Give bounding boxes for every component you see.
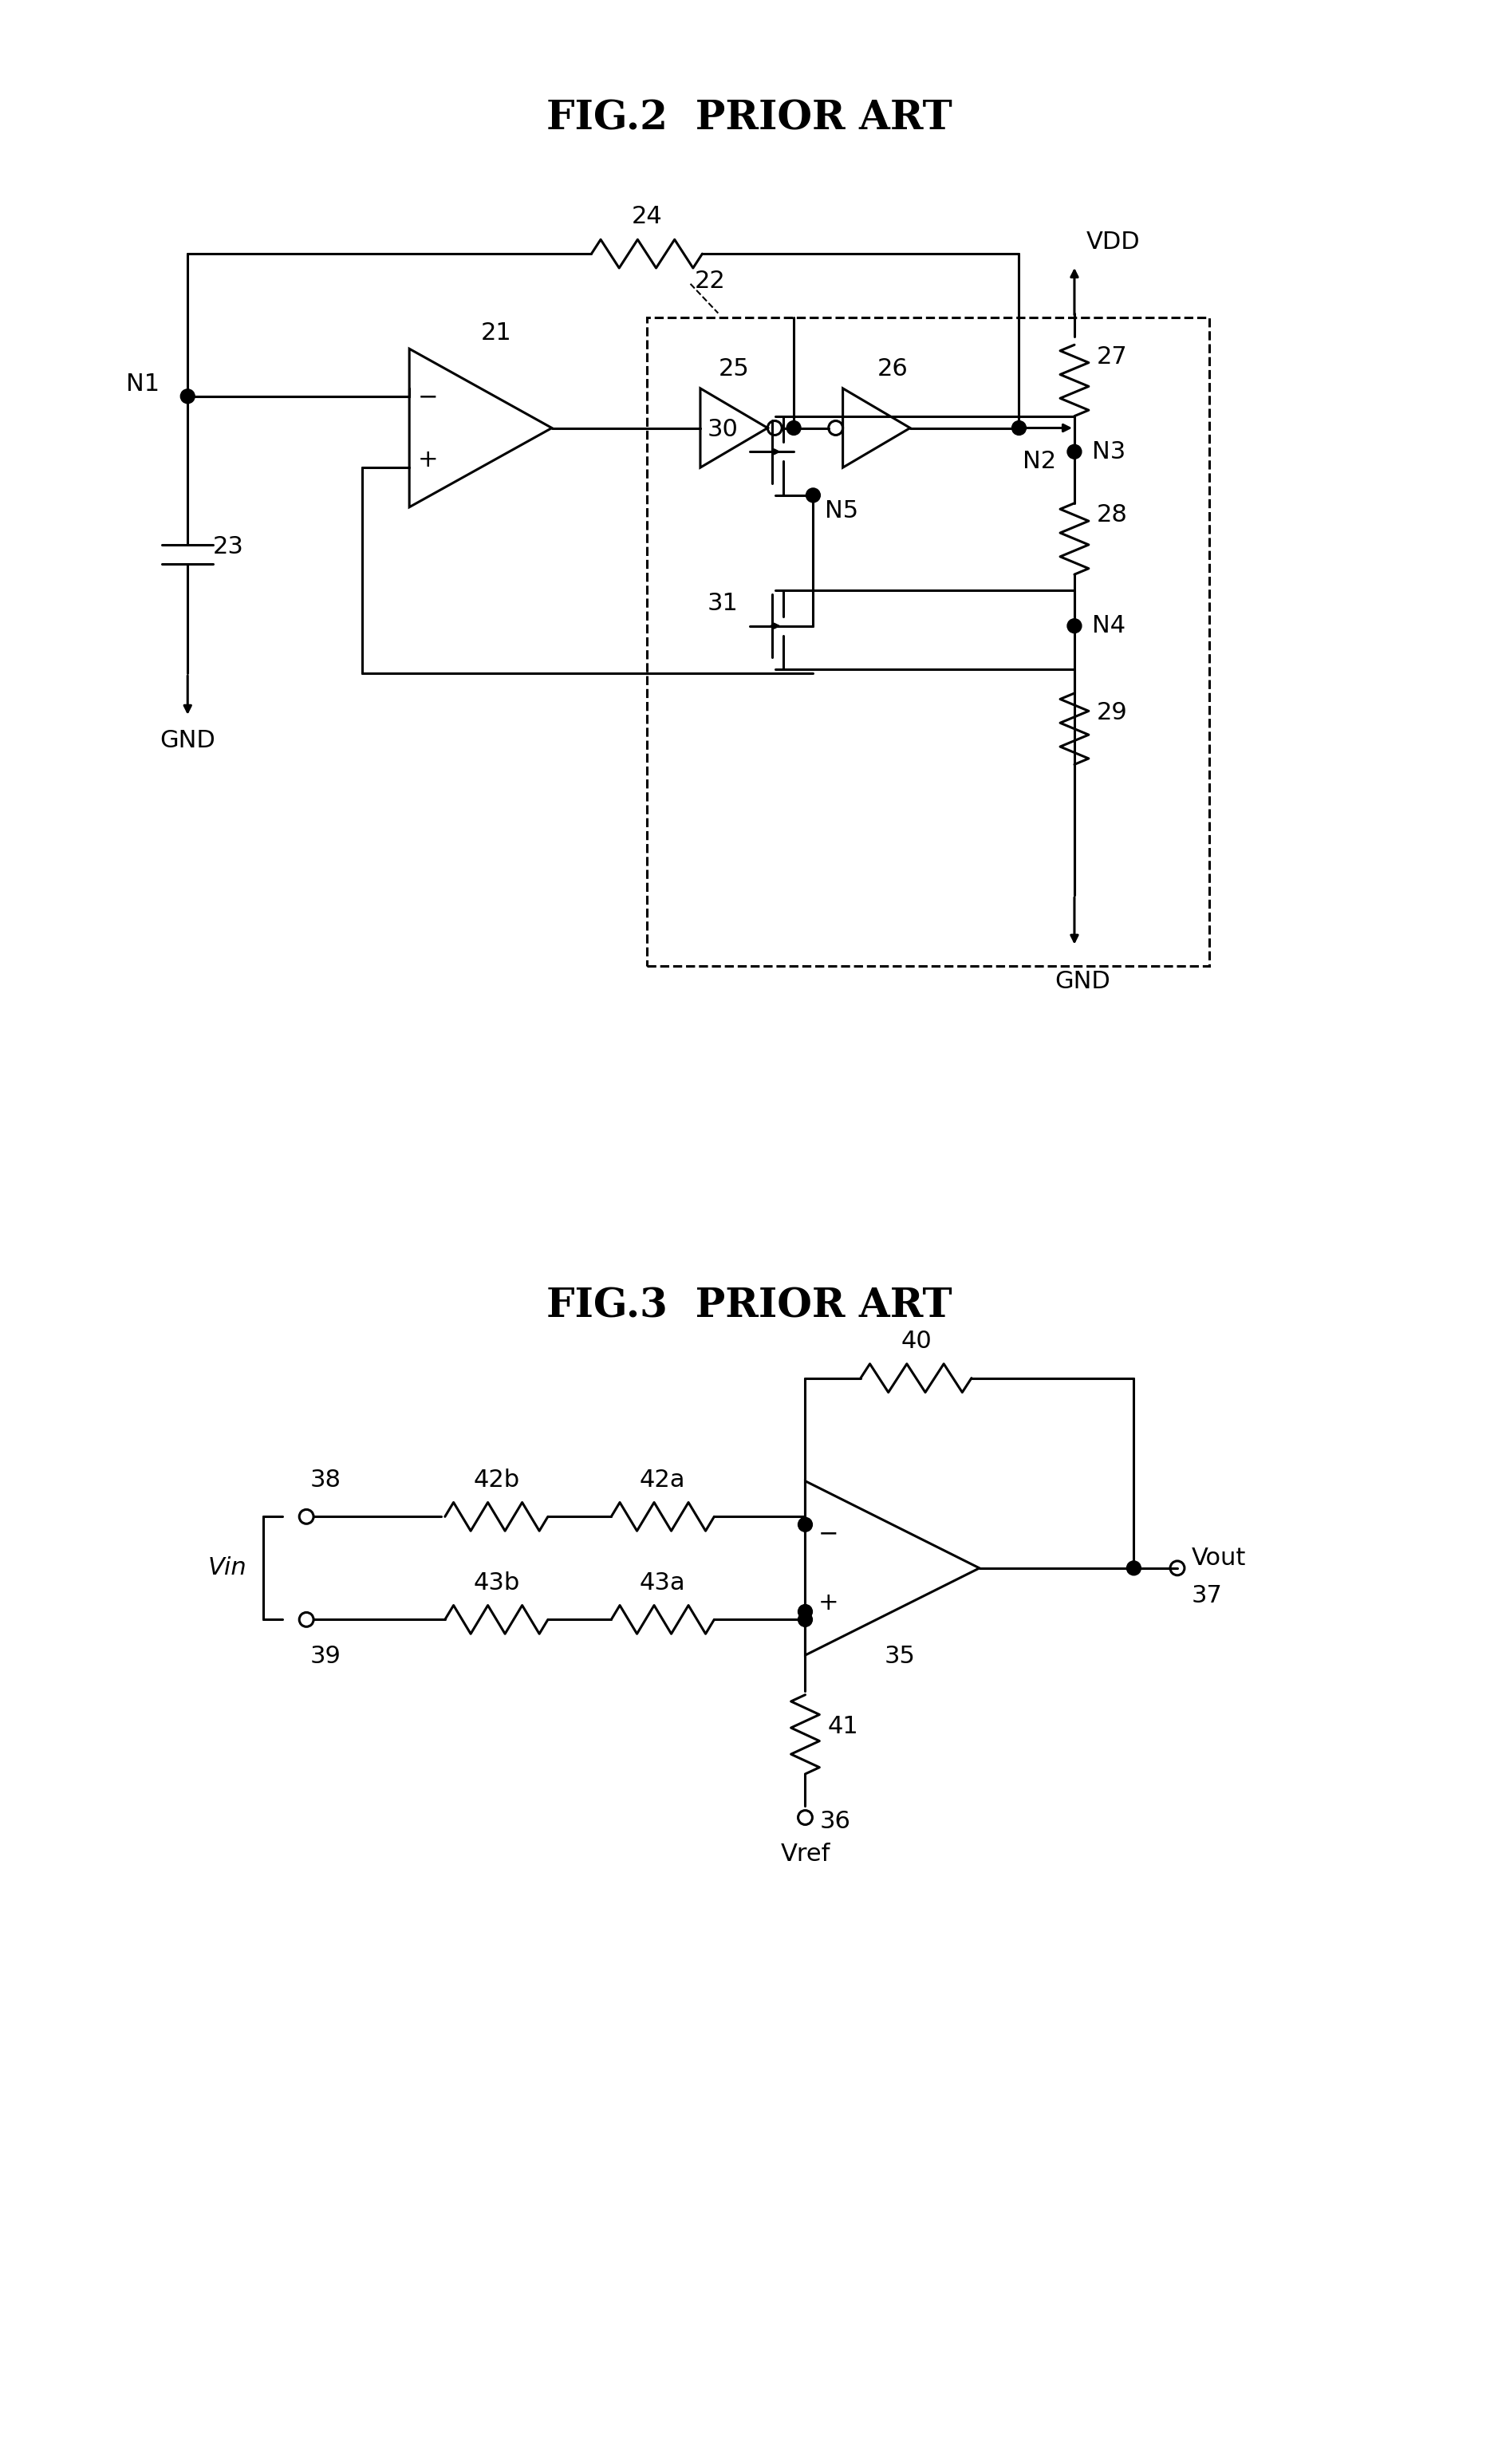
Circle shape: [1067, 444, 1082, 458]
Text: $+$: $+$: [818, 1592, 837, 1614]
Bar: [647, 318, 1209, 966]
Text: 37: 37: [1191, 1584, 1222, 1607]
Text: $+$: $+$: [416, 448, 436, 471]
Text: 30: 30: [707, 419, 739, 441]
Text: N5: N5: [825, 500, 858, 522]
Text: FIG.2  PRIOR ART: FIG.2 PRIOR ART: [547, 99, 951, 138]
Text: 27: 27: [1097, 345, 1128, 367]
Text: 35: 35: [884, 1646, 915, 1668]
Circle shape: [798, 1604, 812, 1619]
Text: $-$: $-$: [818, 1523, 837, 1545]
Text: 31: 31: [707, 591, 739, 616]
Text: 39: 39: [310, 1646, 342, 1668]
Text: Vin: Vin: [208, 1557, 247, 1579]
Text: 41: 41: [827, 1715, 858, 1737]
Text: 42b: 42b: [473, 1469, 520, 1491]
Circle shape: [1067, 618, 1082, 633]
Text: 21: 21: [481, 323, 512, 345]
Text: N3: N3: [1092, 441, 1125, 463]
Text: N1: N1: [126, 372, 160, 397]
Text: 43a: 43a: [640, 1572, 686, 1594]
Text: Vref: Vref: [780, 1843, 830, 1865]
Text: 24: 24: [632, 205, 662, 229]
Text: FIG.3  PRIOR ART: FIG.3 PRIOR ART: [547, 1286, 951, 1326]
Text: 36: 36: [819, 1811, 851, 1833]
Text: N4: N4: [1092, 614, 1125, 638]
Circle shape: [1126, 1562, 1141, 1574]
Circle shape: [1011, 421, 1026, 436]
Text: $-$: $-$: [416, 384, 436, 409]
Text: 43b: 43b: [473, 1572, 520, 1594]
Text: 40: 40: [900, 1331, 932, 1353]
Text: N2: N2: [1023, 451, 1056, 473]
Text: 22: 22: [695, 271, 725, 293]
Text: GND: GND: [160, 729, 216, 752]
Circle shape: [798, 1518, 812, 1533]
Circle shape: [786, 421, 801, 436]
Text: 25: 25: [719, 357, 749, 379]
Text: GND: GND: [1055, 971, 1110, 993]
Text: VDD: VDD: [1086, 232, 1140, 254]
Text: 23: 23: [213, 535, 244, 559]
Text: 38: 38: [310, 1469, 342, 1491]
Text: 28: 28: [1097, 503, 1128, 527]
Text: 29: 29: [1097, 702, 1128, 724]
Circle shape: [798, 1611, 812, 1626]
Text: 42a: 42a: [640, 1469, 686, 1491]
Text: Vout: Vout: [1191, 1547, 1246, 1570]
Text: 26: 26: [876, 357, 908, 379]
Circle shape: [181, 389, 195, 404]
Circle shape: [806, 488, 821, 503]
